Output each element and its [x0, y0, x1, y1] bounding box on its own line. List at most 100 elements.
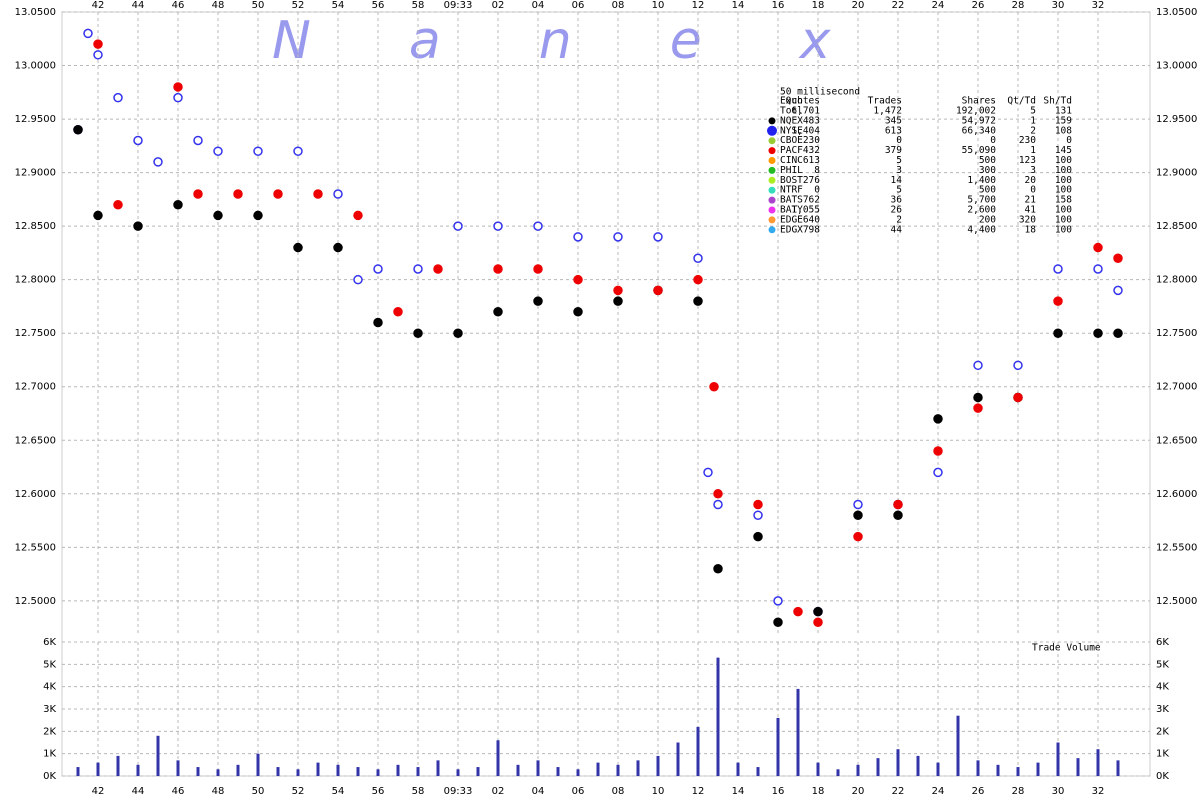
- quote-marker: [253, 146, 263, 156]
- x-tick-label: 26: [972, 786, 985, 797]
- x-tick-label: 09:33: [444, 786, 473, 797]
- quote-marker: [933, 446, 943, 456]
- quote-marker: [573, 274, 583, 285]
- quote-marker: [293, 242, 303, 253]
- y-tick-label: 13.0500: [15, 7, 56, 18]
- x-tick-label: 04: [532, 786, 545, 797]
- volume-bar: [996, 764, 1000, 776]
- volume-bar: [436, 760, 440, 776]
- legend-cell: BOST: [780, 175, 803, 186]
- quote-marker: [113, 199, 123, 210]
- y-tick-label-right: 12.7000: [1156, 382, 1197, 393]
- volume-bar: [796, 688, 800, 776]
- y-tick-label-right: 12.7500: [1156, 328, 1197, 339]
- quote-marker: [493, 221, 503, 231]
- x-tick-label-top: 32: [1092, 0, 1105, 11]
- legend-title: 50 millisecond: [780, 87, 860, 98]
- quote-marker: [493, 307, 503, 317]
- legend-cell: 100: [1055, 165, 1072, 176]
- legend-cell: CBOE: [780, 135, 803, 146]
- volume-bar: [636, 760, 640, 776]
- volume-bar: [1116, 760, 1120, 776]
- volume-bar: [876, 758, 880, 776]
- volume-bar: [336, 764, 340, 776]
- y-tick-label-right: 2K: [1156, 726, 1169, 737]
- quote-marker: [133, 135, 143, 146]
- y-tick-label-right: 12.8000: [1156, 275, 1197, 286]
- x-tick-label-top: 12: [692, 0, 705, 11]
- legend-cell: 3: [1030, 165, 1036, 176]
- legend-cell: 5: [896, 185, 902, 196]
- volume-bar: [496, 740, 500, 776]
- quote-marker: [1093, 264, 1103, 274]
- volume-bar: [1076, 758, 1080, 776]
- legend-cell: CINC: [780, 155, 803, 166]
- quote-marker: [413, 264, 423, 274]
- quote-marker: [353, 210, 363, 221]
- quote-marker: [893, 510, 903, 520]
- quote-marker: [233, 189, 243, 199]
- quote-marker: [533, 264, 543, 274]
- quote-marker: [613, 232, 623, 242]
- quote-marker: [653, 232, 663, 242]
- y-tick-label: 12.9500: [15, 114, 56, 125]
- quote-marker: [93, 39, 103, 49]
- y-tick-label: 12.6500: [15, 435, 56, 446]
- x-tick-label: 22: [892, 786, 905, 797]
- quote-marker: [173, 199, 183, 210]
- quote-marker: [213, 210, 223, 221]
- x-tick-label-top: 50: [252, 0, 265, 11]
- volume-title: Trade Volume: [1032, 643, 1101, 654]
- volume-bar: [476, 767, 480, 776]
- legend-cell: 21: [1025, 195, 1037, 206]
- quote-marker: [373, 264, 383, 274]
- legend-header: Shares: [962, 96, 996, 107]
- volume-bar: [416, 767, 420, 776]
- legend-cell: 100: [1055, 155, 1072, 166]
- volume-bar: [356, 767, 360, 776]
- legend-cell: 55,090: [962, 145, 997, 156]
- x-tick-label-top: 04: [532, 0, 545, 11]
- quote-marker: [753, 531, 763, 542]
- y-tick-label: 12.9000: [15, 168, 56, 179]
- quote-marker: [1093, 242, 1103, 253]
- volume-bar: [76, 767, 80, 776]
- volume-bar: [956, 715, 960, 776]
- volume-bar: [256, 753, 260, 776]
- legend-cell: 0: [990, 135, 996, 146]
- legend-cell: 100: [1055, 185, 1072, 196]
- quote-marker: [333, 189, 343, 199]
- legend-cell: 2: [1030, 125, 1036, 136]
- volume-bar: [616, 764, 620, 776]
- quote-marker: [713, 499, 723, 510]
- legend-cell: EDGE: [780, 214, 803, 225]
- x-tick-label: 08: [612, 786, 625, 797]
- x-tick-label: 48: [212, 786, 225, 797]
- y-tick-label: 3K: [43, 704, 56, 715]
- legend-cell: 230: [803, 135, 820, 146]
- legend-cell: 762: [803, 195, 820, 206]
- volume-bar: [1016, 767, 1020, 776]
- quote-marker: [1053, 264, 1063, 274]
- x-tick-label: 10: [652, 786, 665, 797]
- legend-cell: 100: [1055, 224, 1072, 235]
- legend-cell: NQEX: [780, 115, 803, 126]
- y-tick-label: 12.6000: [15, 489, 56, 500]
- quote-marker: [573, 307, 583, 317]
- x-tick-label-top: 42: [92, 0, 105, 11]
- legend-marker: [767, 125, 777, 136]
- quote-marker: [273, 189, 283, 199]
- quote-marker: [83, 28, 93, 39]
- quote-marker: [773, 596, 783, 606]
- volume-bar: [176, 760, 180, 776]
- legend-cell: 14: [891, 175, 903, 186]
- quote-marker: [709, 381, 719, 392]
- legend-cell: BATS: [780, 195, 803, 206]
- volume-bar: [856, 764, 860, 776]
- x-tick-label-top: 52: [292, 0, 305, 11]
- legend-cell: 2: [896, 214, 902, 225]
- legend-marker: [768, 176, 776, 184]
- legend-cell: 640: [803, 214, 820, 225]
- legend-marker: [768, 137, 776, 145]
- x-tick-label: 54: [332, 786, 345, 797]
